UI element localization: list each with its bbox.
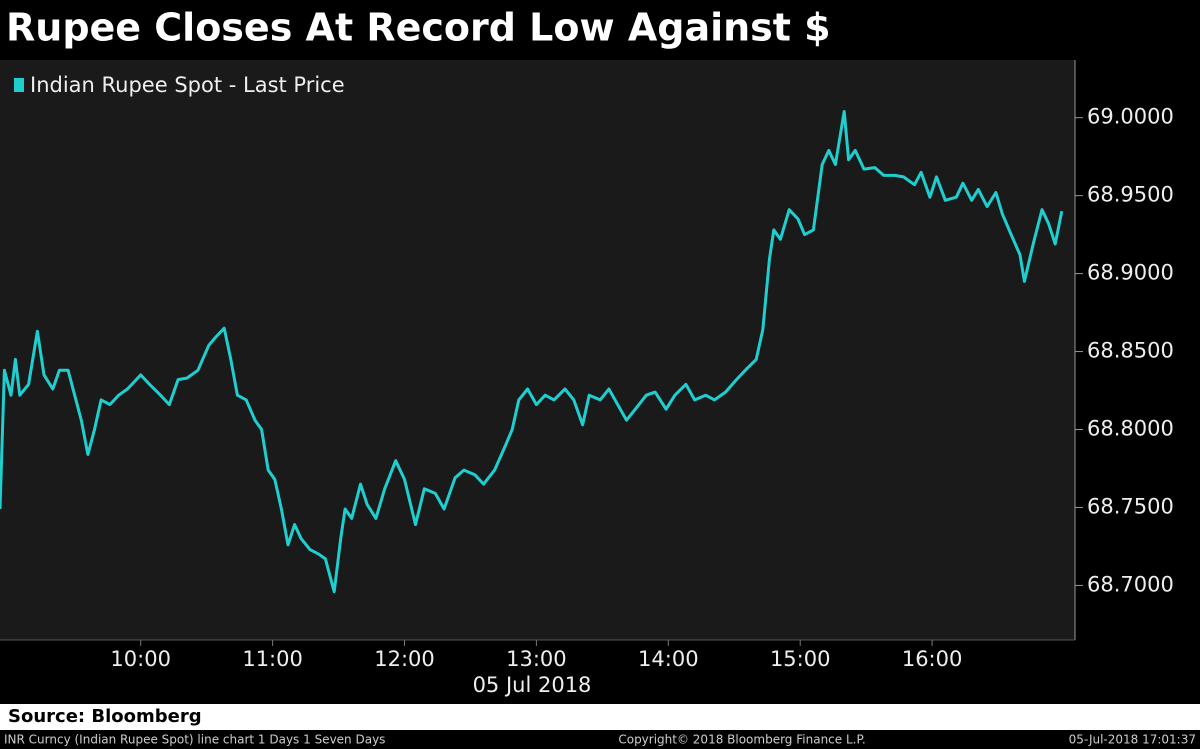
date-label: 05 Jul 2018 [473,673,592,697]
y-tick-label: 68.9500 [1087,183,1174,207]
x-tick-label: 16:00 [902,647,963,671]
x-tick-label: 15:00 [770,647,831,671]
x-tick-label: 14:00 [638,647,699,671]
y-tick-label: 69.0000 [1087,105,1174,129]
source-bar [0,704,1200,730]
y-tick-label: 68.7000 [1087,572,1174,596]
x-tick-label: 11:00 [242,647,303,671]
chart-title: Rupee Closes At Record Low Against $ [6,6,831,50]
footer-left: INR Curncy (Indian Rupee Spot) line char… [4,733,385,747]
legend-swatch [14,78,24,92]
y-tick-label: 68.8500 [1087,339,1174,363]
line [0,110,1064,594]
x-tick-label: 13:00 [506,647,567,671]
y-tick-label: 68.8000 [1087,417,1174,441]
x-tick-label: 12:00 [374,647,435,671]
footer-right: 05-Jul-2018 17:01:37 [1069,733,1196,747]
footer-center: Copyright© 2018 Bloomberg Finance L.P. [618,733,865,747]
y-tick-label: 68.9000 [1087,261,1174,285]
source: Source: Bloomberg [8,706,202,727]
y-tick-label: 68.7500 [1087,494,1174,518]
x-tick-label: 10:00 [110,647,171,671]
plot-area [0,60,1075,640]
legend-label: Indian Rupee Spot - Last Price [30,73,345,97]
